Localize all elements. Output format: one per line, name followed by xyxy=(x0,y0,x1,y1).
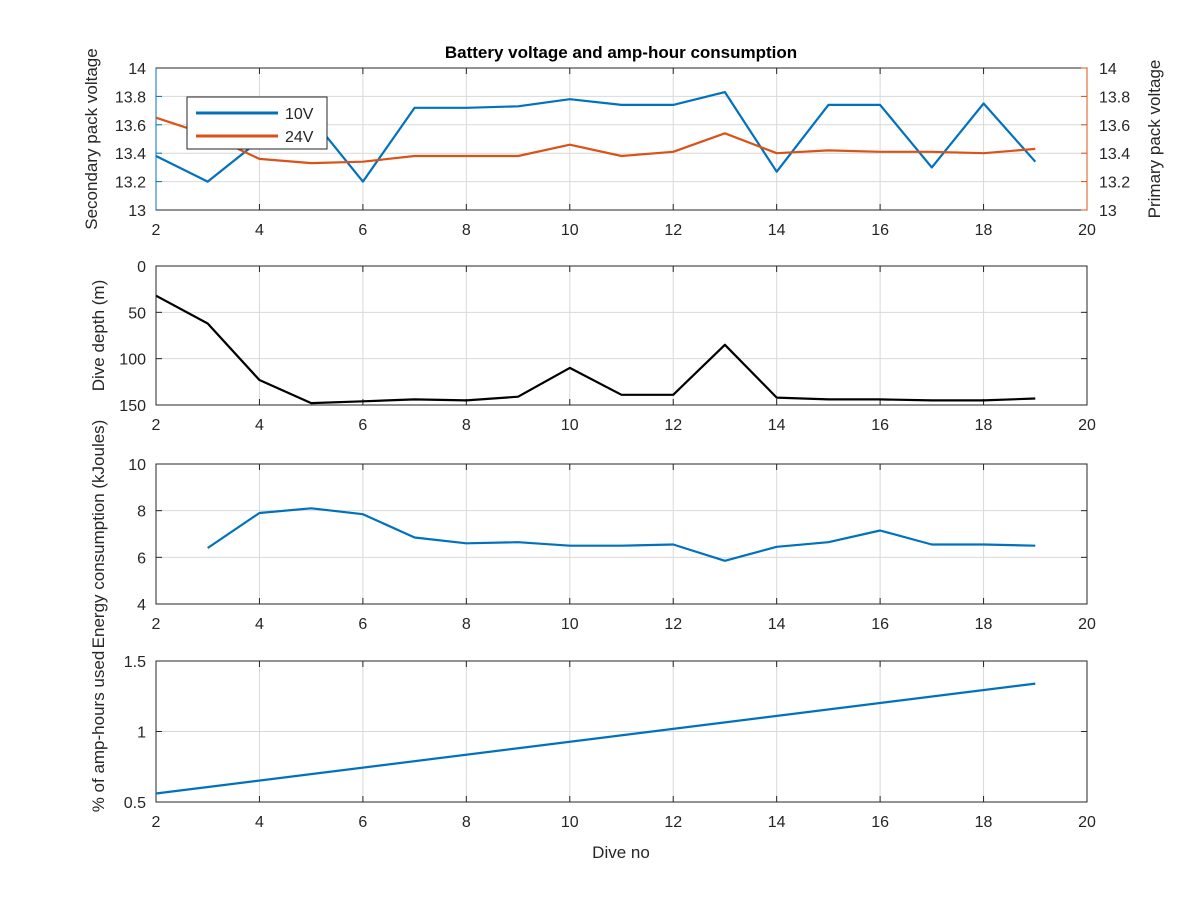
plot-frame xyxy=(155,463,1088,605)
x-tick-label: 20 xyxy=(1078,814,1096,831)
x-tick-label: 12 xyxy=(664,417,682,434)
x-tick-label: 14 xyxy=(768,222,786,239)
x-tick-label: 2 xyxy=(152,814,161,831)
series-line-1 xyxy=(207,507,1036,562)
x-tick-label: 18 xyxy=(975,417,993,434)
x-tick-label: 12 xyxy=(664,616,682,633)
y-tick-label: 14 xyxy=(128,61,146,78)
y-tick-label: 1 xyxy=(137,725,146,742)
y-tick-label: 100 xyxy=(119,352,146,369)
y2-axis-label: Primary pack voltage xyxy=(1145,60,1164,219)
y-axis-label: Secondary pack voltage xyxy=(82,48,101,229)
chart-title: Battery voltage and amp-hour consumption xyxy=(445,43,797,62)
y-tick-label: 50 xyxy=(128,305,146,322)
x-tick-label: 4 xyxy=(255,222,264,239)
subplot-4: 2 4 6 8 10 12 14 16 18 20 0.5 1 1.5 % of amp-hours us… xyxy=(89,651,1096,831)
x-tick-label: 2 xyxy=(152,616,161,633)
subplot-1: 2 4 6 8 10 12 14 16 18 201313.213.413.613.8141313… xyxy=(82,48,1164,239)
y-tick-label: 8 xyxy=(137,504,146,521)
y-axis-label: Dive depth (m) xyxy=(89,280,108,391)
x-tick-label: 14 xyxy=(768,417,786,434)
x-tick-label: 20 xyxy=(1078,417,1096,434)
x-tick-label: 18 xyxy=(975,616,993,633)
x-tick-label: 10 xyxy=(561,417,579,434)
x-tick-label: 6 xyxy=(358,616,367,633)
series-line-1 xyxy=(155,294,1036,405)
x-tick-label: 10 xyxy=(561,222,579,239)
plot-area xyxy=(155,463,1088,605)
x-tick-label: 4 xyxy=(255,616,264,633)
x-tick-label: 8 xyxy=(462,417,471,434)
y-tick-label: 13 xyxy=(128,203,146,220)
y2-tick-label: 13.4 xyxy=(1099,146,1130,163)
x-tick-label: 16 xyxy=(871,814,889,831)
subplot-2: 2 4 6 8 10 12 14 16 18 20 0 50 100 150 Dive depth (m) xyxy=(89,259,1096,434)
y-tick-label: 13.4 xyxy=(115,146,146,163)
x-tick-label: 14 xyxy=(768,616,786,633)
y-tick-label: 4 xyxy=(137,597,146,614)
x-tick-label: 8 xyxy=(462,814,471,831)
x-tick-label: 2 xyxy=(152,417,161,434)
y-tick-label: 10 xyxy=(128,457,146,474)
series-line-1 xyxy=(155,682,1036,795)
x-tick-label: 8 xyxy=(462,616,471,633)
y-tick-label: 0 xyxy=(137,259,146,276)
y2-tick-label: 14 xyxy=(1099,61,1117,78)
legend-label: 10V xyxy=(285,106,314,123)
y2-tick-label: 13.6 xyxy=(1099,118,1130,135)
x-tick-label: 6 xyxy=(358,814,367,831)
y2-tick-label: 13.2 xyxy=(1099,175,1130,192)
series-line-24v xyxy=(155,116,1036,165)
y2-tick-label: 13 xyxy=(1099,203,1117,220)
x-tick-label: 2 xyxy=(152,222,161,239)
x-tick-label: 12 xyxy=(664,222,682,239)
y-tick-label: 13.2 xyxy=(115,175,146,192)
y-axis-label: % of amp-hours used xyxy=(89,651,108,813)
y-tick-label: 150 xyxy=(119,398,146,415)
plot-frame xyxy=(155,265,1088,406)
x-tick-label: 12 xyxy=(664,814,682,831)
x-tick-label: 10 xyxy=(561,616,579,633)
y-axis-label: Energy consumption (kJoules) xyxy=(89,420,108,649)
x-tick-label: 6 xyxy=(358,417,367,434)
y2-tick-label: 13.8 xyxy=(1099,89,1130,106)
legend-label: 24V xyxy=(285,129,314,146)
x-tick-label: 20 xyxy=(1078,222,1096,239)
y-tick-label: 1.5 xyxy=(124,654,146,671)
x-tick-label: 18 xyxy=(975,222,993,239)
x-tick-label: 14 xyxy=(768,814,786,831)
axes-layer: 2 4 6 8 10 12 14 16 18 201313.213.413.613.8141313… xyxy=(82,48,1164,831)
x-tick-label: 8 xyxy=(462,222,471,239)
x-tick-label: 16 xyxy=(871,616,889,633)
plot-area xyxy=(155,265,1088,406)
x-tick-label: 16 xyxy=(871,222,889,239)
x-tick-label: 16 xyxy=(871,417,889,434)
y-tick-label: 13.8 xyxy=(115,89,146,106)
x-tick-label: 10 xyxy=(561,814,579,831)
x-tick-label: 20 xyxy=(1078,616,1096,633)
x-tick-label: 6 xyxy=(358,222,367,239)
legend-box xyxy=(186,96,328,150)
x-tick-label: 18 xyxy=(975,814,993,831)
y-tick-label: 13.6 xyxy=(115,118,146,135)
y-tick-label: 0.5 xyxy=(124,795,146,812)
y-tick-label: 6 xyxy=(137,550,146,567)
x-tick-label: 4 xyxy=(255,814,264,831)
x-axis-label: Dive no xyxy=(592,843,650,862)
plot-frame xyxy=(155,660,1088,803)
x-tick-label: 4 xyxy=(255,417,264,434)
